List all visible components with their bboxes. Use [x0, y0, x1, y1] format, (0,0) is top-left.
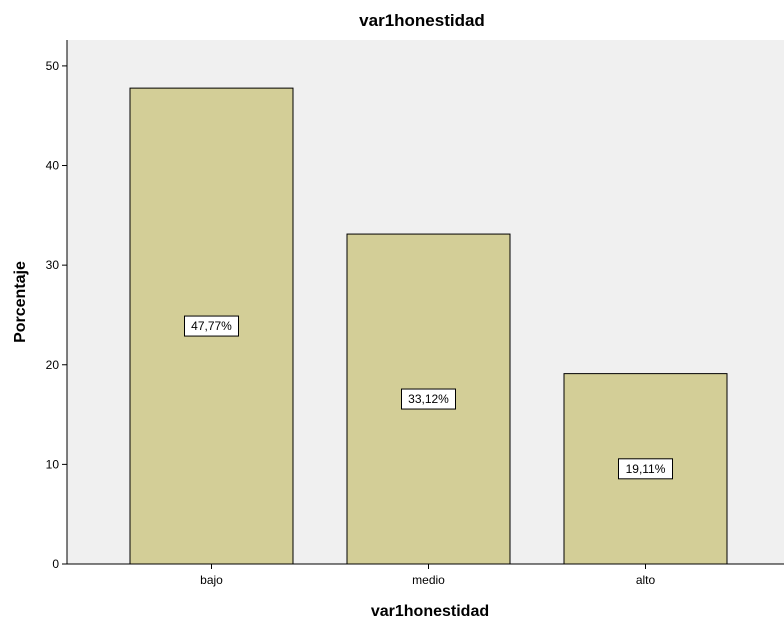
y-ticks-group: 0 10 20 30 40 50: [46, 59, 67, 571]
data-label-text: 33,12%: [408, 392, 449, 406]
y-tick-label: 0: [52, 557, 59, 571]
data-labels-group: 47,77% 33,12% 19,11%: [184, 315, 673, 480]
y-axis-title: Porcentaje: [12, 261, 29, 343]
y-tick-label: 30: [46, 258, 60, 272]
data-label-box: [618, 458, 673, 480]
chart-title: var1honestidad: [359, 11, 485, 30]
data-label-bajo: 47,77%: [184, 315, 239, 337]
x-tick-label: alto: [636, 573, 656, 587]
data-label-box: [401, 388, 456, 410]
x-tick-label: bajo: [200, 573, 223, 587]
y-tick-label: 40: [46, 159, 60, 173]
y-tick-label: 50: [46, 59, 60, 73]
y-tick-label: 20: [46, 358, 60, 372]
x-axis-title: var1honestidad: [371, 603, 489, 620]
data-label-text: 19,11%: [626, 462, 666, 476]
y-tick-label: 10: [46, 457, 60, 471]
x-ticks-group: bajo medio alto: [200, 564, 655, 587]
data-label-medio: 33,12%: [401, 388, 456, 410]
data-label-alto: 19,11%: [618, 458, 673, 480]
data-label-box: [184, 315, 239, 337]
x-tick-label: medio: [412, 573, 445, 587]
data-label-text: 47,77%: [191, 319, 232, 333]
